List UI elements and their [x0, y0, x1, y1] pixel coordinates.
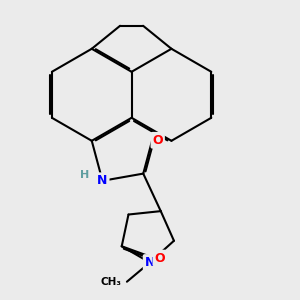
- Text: N: N: [145, 256, 155, 269]
- Text: CH₃: CH₃: [100, 277, 122, 287]
- Text: O: O: [154, 252, 165, 265]
- Text: H: H: [80, 170, 90, 180]
- Text: N: N: [97, 174, 108, 187]
- Text: O: O: [152, 134, 163, 147]
